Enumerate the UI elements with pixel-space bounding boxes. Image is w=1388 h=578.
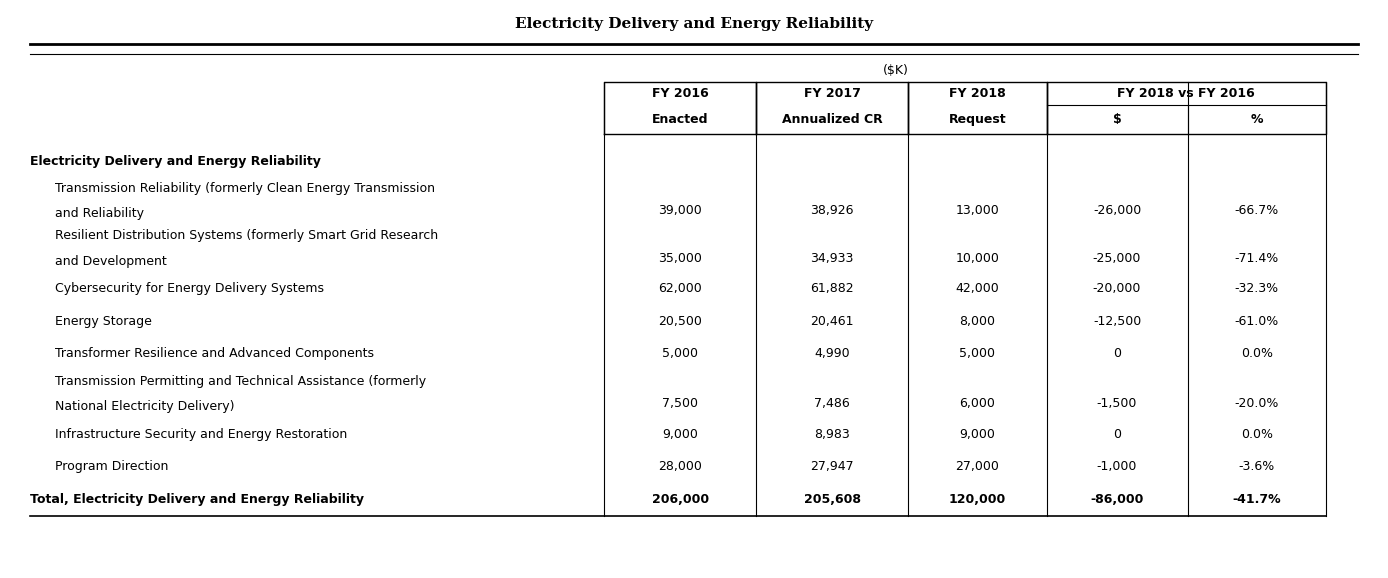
Text: Transmission Reliability (formerly Clean Energy Transmission: Transmission Reliability (formerly Clean… xyxy=(56,182,436,195)
Text: 120,000: 120,000 xyxy=(949,493,1006,506)
Text: and Development: and Development xyxy=(56,255,167,268)
Text: -26,000: -26,000 xyxy=(1092,204,1141,217)
Text: 20,500: 20,500 xyxy=(658,315,702,328)
Text: Cybersecurity for Energy Delivery Systems: Cybersecurity for Energy Delivery System… xyxy=(56,282,325,295)
Text: 0: 0 xyxy=(1113,428,1122,440)
Text: 0.0%: 0.0% xyxy=(1241,428,1273,440)
Text: 61,882: 61,882 xyxy=(811,282,854,295)
Text: Transmission Permitting and Technical Assistance (formerly: Transmission Permitting and Technical As… xyxy=(56,375,426,388)
Text: 20,461: 20,461 xyxy=(811,315,854,328)
Text: 34,933: 34,933 xyxy=(811,251,854,265)
Text: -71.4%: -71.4% xyxy=(1234,251,1278,265)
Text: 6,000: 6,000 xyxy=(959,397,995,410)
Text: Total, Electricity Delivery and Energy Reliability: Total, Electricity Delivery and Energy R… xyxy=(31,493,365,506)
Text: FY 2018 vs FY 2016: FY 2018 vs FY 2016 xyxy=(1117,87,1255,100)
Text: 8,000: 8,000 xyxy=(959,315,995,328)
Text: Request: Request xyxy=(948,113,1006,126)
Text: 4,990: 4,990 xyxy=(815,347,849,361)
Text: FY 2017: FY 2017 xyxy=(804,87,861,100)
Text: 206,000: 206,000 xyxy=(651,493,709,506)
Text: $: $ xyxy=(1113,113,1122,126)
Text: 35,000: 35,000 xyxy=(658,251,702,265)
Text: -32.3%: -32.3% xyxy=(1234,282,1278,295)
Text: -66.7%: -66.7% xyxy=(1234,204,1278,217)
Text: Energy Storage: Energy Storage xyxy=(56,315,153,328)
Text: 8,983: 8,983 xyxy=(815,428,849,440)
Text: -86,000: -86,000 xyxy=(1091,493,1144,506)
Text: 0: 0 xyxy=(1113,347,1122,361)
Text: and Reliability: and Reliability xyxy=(56,208,144,220)
Text: 7,500: 7,500 xyxy=(662,397,698,410)
Text: Enacted: Enacted xyxy=(652,113,708,126)
Text: 39,000: 39,000 xyxy=(658,204,702,217)
Text: 62,000: 62,000 xyxy=(658,282,702,295)
Text: Electricity Delivery and Energy Reliability: Electricity Delivery and Energy Reliabil… xyxy=(31,154,321,168)
Text: -25,000: -25,000 xyxy=(1092,251,1141,265)
Text: Electricity Delivery and Energy Reliability: Electricity Delivery and Energy Reliabil… xyxy=(515,17,873,31)
Text: -41.7%: -41.7% xyxy=(1233,493,1281,506)
Text: -3.6%: -3.6% xyxy=(1238,460,1274,473)
Text: National Electricity Delivery): National Electricity Delivery) xyxy=(56,400,235,413)
Text: 0.0%: 0.0% xyxy=(1241,347,1273,361)
Text: Infrastructure Security and Energy Restoration: Infrastructure Security and Energy Resto… xyxy=(56,428,347,440)
Text: 5,000: 5,000 xyxy=(959,347,995,361)
Text: 7,486: 7,486 xyxy=(815,397,849,410)
Text: 42,000: 42,000 xyxy=(955,282,999,295)
Text: 27,947: 27,947 xyxy=(811,460,854,473)
Text: -1,500: -1,500 xyxy=(1097,397,1137,410)
Text: -61.0%: -61.0% xyxy=(1234,315,1278,328)
Text: -1,000: -1,000 xyxy=(1097,460,1137,473)
Text: 9,000: 9,000 xyxy=(662,428,698,440)
Text: 9,000: 9,000 xyxy=(959,428,995,440)
Text: ($K): ($K) xyxy=(883,64,909,77)
Text: Program Direction: Program Direction xyxy=(56,460,169,473)
Text: Annualized CR: Annualized CR xyxy=(781,113,883,126)
Text: Resilient Distribution Systems (formerly Smart Grid Research: Resilient Distribution Systems (formerly… xyxy=(56,229,439,242)
Text: Transformer Resilience and Advanced Components: Transformer Resilience and Advanced Comp… xyxy=(56,347,375,361)
Text: FY 2016: FY 2016 xyxy=(652,87,708,100)
Text: 10,000: 10,000 xyxy=(955,251,999,265)
Text: %: % xyxy=(1251,113,1263,126)
Text: 38,926: 38,926 xyxy=(811,204,854,217)
Text: -20,000: -20,000 xyxy=(1092,282,1141,295)
Text: 27,000: 27,000 xyxy=(955,460,999,473)
Text: 5,000: 5,000 xyxy=(662,347,698,361)
Text: -20.0%: -20.0% xyxy=(1234,397,1278,410)
Text: 28,000: 28,000 xyxy=(658,460,702,473)
Text: 13,000: 13,000 xyxy=(955,204,999,217)
Text: 205,608: 205,608 xyxy=(804,493,861,506)
Text: FY 2018: FY 2018 xyxy=(949,87,1006,100)
Text: -12,500: -12,500 xyxy=(1092,315,1141,328)
